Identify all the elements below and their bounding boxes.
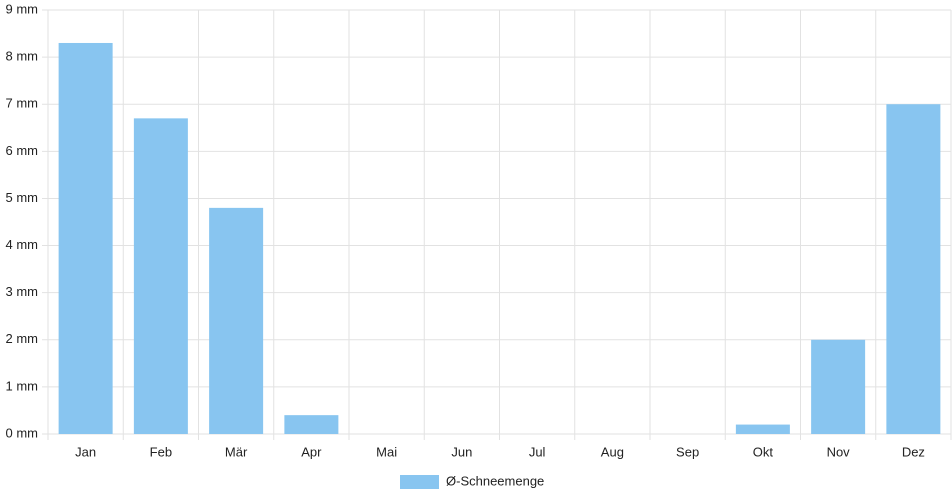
bar [209, 207, 264, 434]
x-tick-label: Jan [75, 444, 96, 459]
x-tick-label: Mär [225, 444, 248, 459]
bar [58, 42, 113, 434]
y-tick-label: 9 mm [6, 1, 39, 16]
x-tick-label: Apr [301, 444, 322, 459]
bar [886, 104, 941, 434]
y-tick-label: 1 mm [6, 378, 39, 393]
x-tick-label: Jun [451, 444, 472, 459]
bar [133, 118, 188, 434]
x-tick-label: Feb [150, 444, 172, 459]
legend-label: Ø-Schneemenge [446, 473, 544, 488]
bar [735, 424, 790, 434]
x-tick-label: Sep [676, 444, 699, 459]
y-tick-label: 8 mm [6, 49, 39, 64]
x-tick-label: Nov [827, 444, 851, 459]
x-tick-label: Mai [376, 444, 397, 459]
x-tick-label: Aug [601, 444, 624, 459]
bar [284, 415, 339, 434]
legend-swatch [400, 475, 439, 489]
x-tick-label: Jul [529, 444, 546, 459]
y-tick-label: 5 mm [6, 190, 39, 205]
y-tick-label: 6 mm [6, 143, 39, 158]
x-tick-label: Okt [753, 444, 774, 459]
y-tick-label: 2 mm [6, 331, 39, 346]
y-tick-label: 4 mm [6, 237, 39, 252]
y-tick-label: 3 mm [6, 284, 39, 299]
x-tick-label: Dez [902, 444, 925, 459]
y-tick-label: 0 mm [6, 425, 39, 440]
y-tick-label: 7 mm [6, 96, 39, 111]
bar [811, 339, 866, 434]
